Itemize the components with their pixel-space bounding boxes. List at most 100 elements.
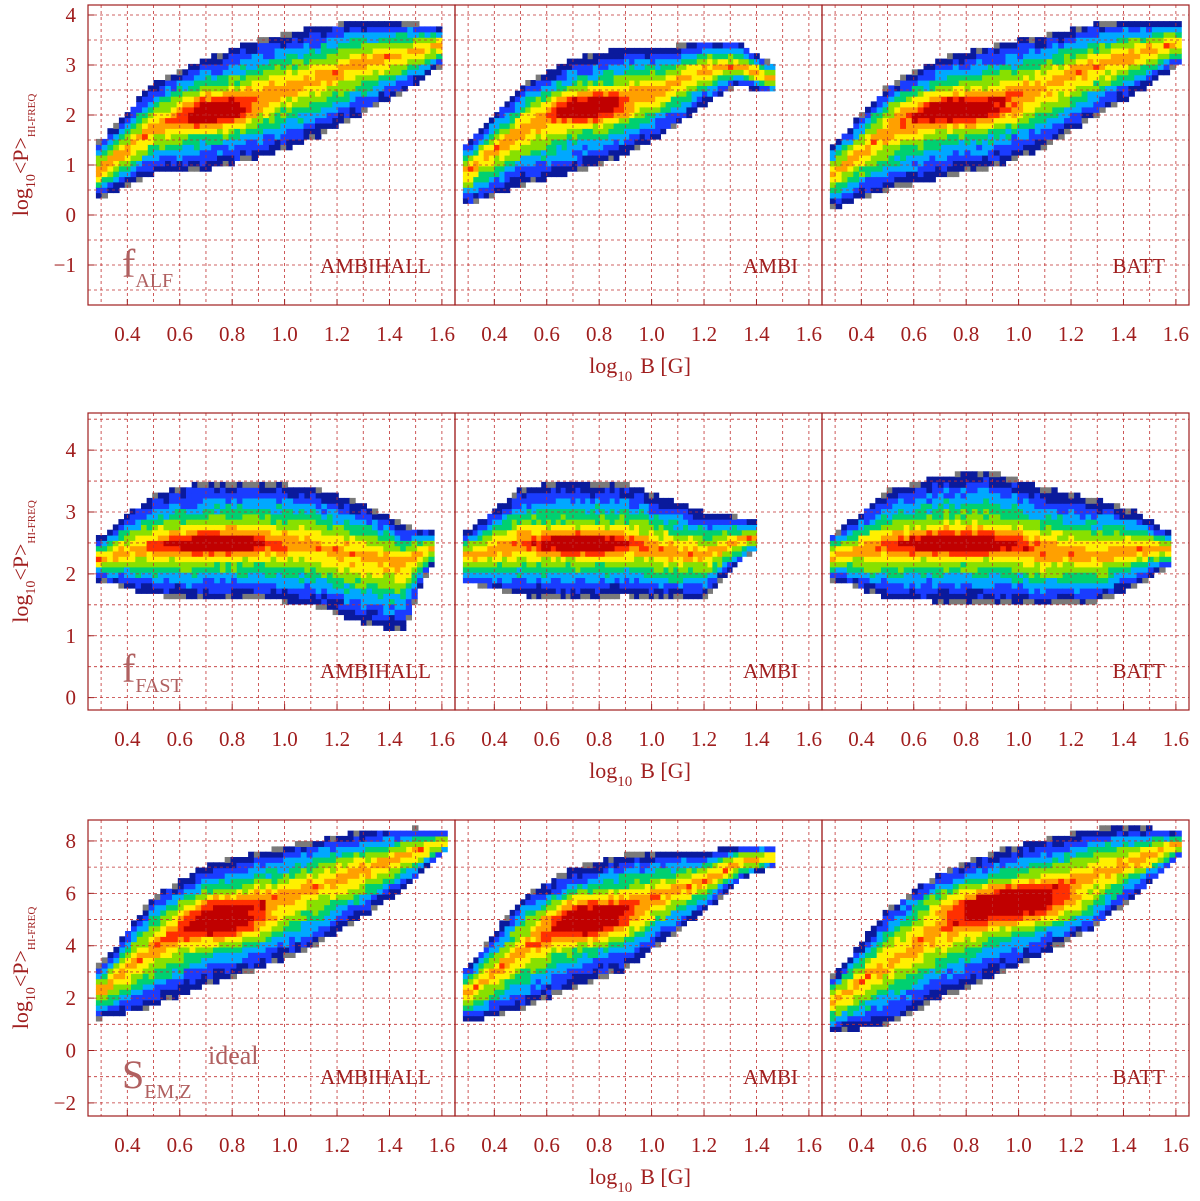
heatmap-cell <box>234 53 241 60</box>
heatmap-cell <box>219 503 227 510</box>
heatmap-cell <box>407 74 414 81</box>
heatmap-cell <box>332 535 339 541</box>
heatmap-cell <box>165 149 172 156</box>
heatmap-cell <box>378 31 385 38</box>
heatmap-cell <box>541 481 547 488</box>
heatmap-cell <box>263 90 270 97</box>
heatmap-cell <box>587 80 594 86</box>
heatmap-cell <box>941 144 948 151</box>
heatmap-cell <box>993 106 1001 113</box>
heatmap-cell <box>546 561 552 568</box>
heatmap-cell <box>1011 63 1018 70</box>
heatmap-cell <box>639 58 646 65</box>
heatmap-cell <box>691 47 698 54</box>
heatmap-cell <box>477 535 483 541</box>
heatmap-cell <box>1052 96 1059 103</box>
heatmap-cell <box>670 85 677 92</box>
heatmap-cell <box>112 529 119 536</box>
heatmap-cell <box>202 529 210 536</box>
heatmap-cell <box>769 63 776 70</box>
heatmap-cell <box>506 513 513 520</box>
heatmap-cell <box>717 63 724 70</box>
heatmap-cell <box>276 535 283 541</box>
heatmap-cell <box>372 58 380 65</box>
heatmap-cell <box>113 176 120 183</box>
heatmap-cell <box>268 85 276 92</box>
heatmap-cell <box>546 497 552 504</box>
heatmap-cell <box>136 165 143 172</box>
heatmap-cell <box>163 529 170 536</box>
heatmap-cell <box>251 101 258 108</box>
heatmap-cell <box>413 80 420 86</box>
heatmap-cell <box>118 566 125 573</box>
heatmap-cell <box>130 128 137 135</box>
heatmap-cell <box>577 122 583 129</box>
heatmap-cell <box>270 513 277 520</box>
heatmap-cell <box>917 90 925 97</box>
heatmap-cell <box>361 69 368 76</box>
heatmap-cell <box>217 133 224 140</box>
heatmap-cell <box>870 160 878 167</box>
heatmap-cell <box>407 42 414 49</box>
heatmap-cell <box>101 171 108 178</box>
heatmap-cell <box>338 106 345 113</box>
heatmap-cell <box>274 138 281 145</box>
heatmap-cell <box>147 138 155 145</box>
heatmap-cell <box>332 53 339 60</box>
heatmap-cell <box>152 535 159 541</box>
heatmap-cell <box>1034 53 1042 60</box>
heatmap-cell <box>577 58 583 65</box>
heatmap-cell <box>572 165 578 172</box>
heatmap-cell <box>555 487 562 494</box>
heatmap-cell <box>906 106 913 113</box>
heatmap-cell <box>268 37 276 44</box>
heatmap-cell <box>536 524 542 531</box>
heatmap-cell <box>570 492 576 499</box>
heatmap-cell <box>728 47 734 54</box>
heatmap-cell <box>566 96 573 103</box>
heatmap-cell <box>467 529 474 536</box>
heatmap-cell <box>865 181 872 188</box>
heatmap-cell <box>332 550 339 557</box>
heatmap-cell <box>514 165 521 172</box>
heatmap-cell <box>280 90 287 97</box>
heatmap-cell <box>906 90 913 97</box>
heatmap-cell <box>253 582 260 589</box>
heatmap-cell <box>142 165 149 172</box>
heatmap-cell <box>521 572 528 578</box>
heatmap-cell <box>580 497 586 504</box>
heatmap-cell <box>372 508 379 515</box>
heatmap-cell <box>521 540 528 547</box>
heatmap-cell <box>1064 58 1071 65</box>
heatmap-cell <box>394 582 401 589</box>
heatmap-cell <box>191 556 198 563</box>
heatmap-cell <box>599 529 606 536</box>
heatmap-cell <box>894 122 901 129</box>
heatmap-cell <box>585 572 591 578</box>
heatmap-cell <box>174 550 181 557</box>
heatmap-cell <box>572 133 578 140</box>
heatmap-cell <box>1093 21 1100 28</box>
heatmap-cell <box>650 63 656 70</box>
heatmap-cell <box>315 90 322 97</box>
heatmap-cell <box>225 513 232 520</box>
heatmap-cell <box>107 187 114 194</box>
heatmap-cell <box>293 582 300 589</box>
heatmap-cell <box>982 144 989 151</box>
heatmap-cell <box>343 69 351 76</box>
heatmap-cell <box>394 598 401 605</box>
heatmap-cell <box>245 47 253 54</box>
heatmap-cell <box>1064 53 1071 60</box>
heatmap-cell <box>467 545 474 552</box>
heatmap-cell <box>360 508 367 515</box>
heatmap-cell <box>251 90 258 97</box>
heatmap-cell <box>530 138 537 145</box>
heatmap-cell <box>550 550 557 557</box>
heatmap-cell <box>361 42 368 49</box>
heatmap-cell <box>315 519 322 525</box>
heatmap-cell <box>629 63 635 70</box>
heatmap-cell <box>401 58 408 65</box>
heatmap-cell <box>298 524 305 531</box>
heatmap-cell <box>405 582 412 589</box>
heatmap-cell <box>712 85 719 92</box>
